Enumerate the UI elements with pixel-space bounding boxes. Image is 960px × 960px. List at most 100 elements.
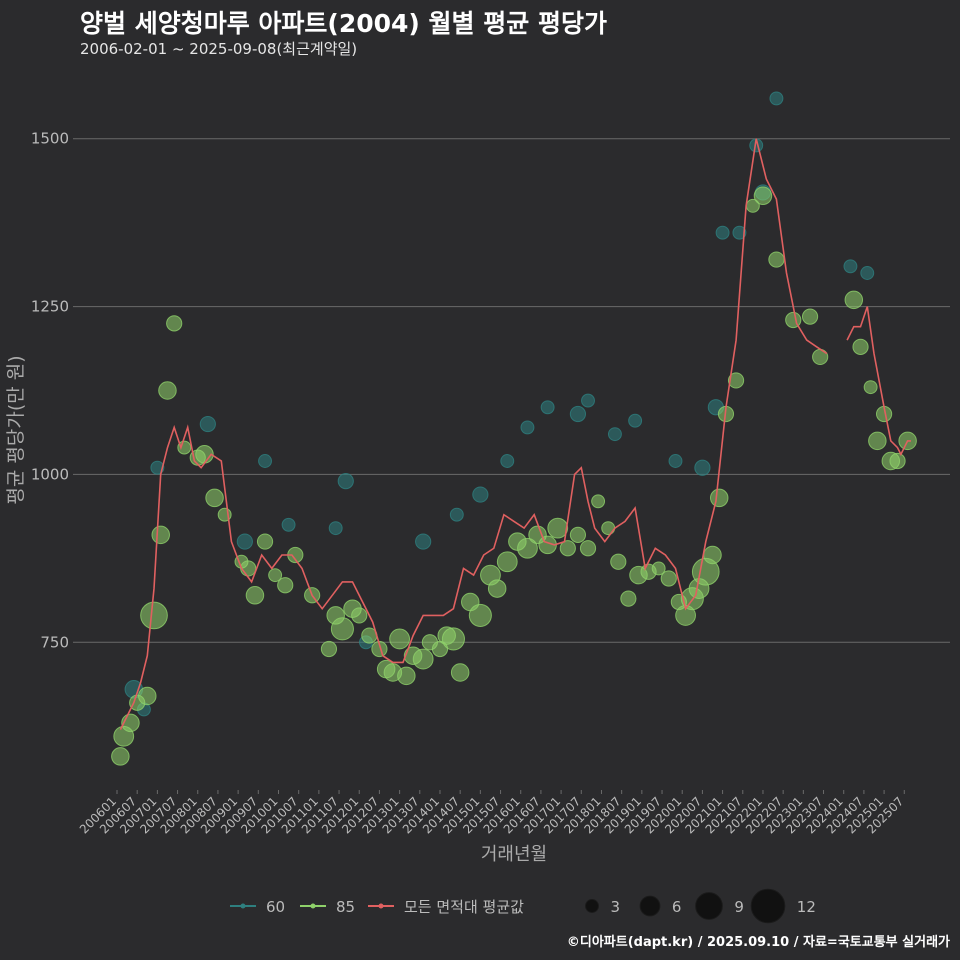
data-point-85 [205,488,224,508]
series-60-points [124,91,875,717]
data-point-85 [240,560,257,577]
data-point-85 [610,553,627,570]
legend-swatch-dot [378,903,384,909]
legend: 60 85 모든 면적대 평균값 3 6 9 12 [230,888,816,924]
data-point-85 [768,251,785,268]
data-point-60 [236,533,253,550]
legend-label: 모든 면적대 평균값 [404,898,524,916]
data-point-85 [138,686,157,706]
average-line [119,138,911,730]
data-point-85 [709,488,729,508]
legend-size-label: 6 [672,898,682,916]
data-point-85 [468,603,492,627]
y-tick-labels: 750 1000 1250 1500 [31,130,69,652]
data-point-60 [581,393,595,408]
data-point-85 [158,381,177,400]
series-85-points [111,186,917,766]
data-point-85 [268,568,283,583]
data-point-85 [166,315,183,332]
data-point-85 [844,290,864,310]
data-point-60 [500,454,515,468]
data-point-60 [328,521,343,536]
data-point-85 [177,440,192,455]
data-point-85 [245,586,265,605]
data-point-85 [412,648,434,670]
legend-size-dot [639,895,661,917]
data-point-85 [868,431,887,451]
data-point-85 [601,521,616,536]
data-point-60 [449,507,464,522]
data-point-85 [351,607,368,624]
data-point-60 [150,460,165,475]
data-point-85 [569,526,587,543]
legend-size-dot [585,899,599,913]
y-tick-label: 1000 [31,465,69,483]
data-point-85 [863,380,878,395]
data-point-85 [753,186,773,206]
data-point-85 [651,561,666,576]
data-point-85 [111,747,130,766]
data-point-60 [607,427,622,442]
data-point-85 [397,666,416,686]
legend-size-dot [695,892,723,920]
data-point-85 [852,338,869,355]
data-point-85 [450,663,470,682]
legend-size-dot [750,888,786,924]
data-point-60 [520,420,535,435]
data-point-60 [843,259,858,274]
data-point-85 [727,372,745,389]
data-point-85 [330,617,354,641]
data-point-85 [256,533,274,550]
y-axis-label: 평균 평당가(만 원) [5,355,27,504]
data-point-60 [715,225,730,240]
legend-label: 85 [336,898,355,916]
source-caption: ©디아파트(dapt.kr) / 2025.09.10 / 자료=국토교통부 실… [566,935,950,950]
data-point-60 [569,405,587,423]
legend-size-label: 3 [610,898,620,916]
data-point-85 [496,551,518,573]
data-point-85 [441,627,465,651]
data-point-85 [703,545,722,565]
data-point-85 [277,577,294,594]
data-point-85 [371,640,388,658]
data-point-85 [801,308,819,325]
data-point-85 [591,494,606,509]
data-point-85 [517,537,538,559]
data-point-60 [732,225,747,240]
legend-size-label: 9 [734,898,744,916]
grid-lines [73,138,950,643]
data-point-60 [769,91,784,106]
y-tick-label: 750 [40,633,69,651]
x-axis-label: 거래년월 [481,844,547,865]
data-point-60 [281,517,296,532]
data-point-60 [540,400,555,415]
legend-label: 60 [266,898,285,916]
data-point-85 [812,348,829,366]
x-tick-labels: 2006012006072007012007072008012008072009… [77,790,906,837]
data-point-85 [140,601,168,630]
data-point-60 [694,459,711,476]
data-point-85 [579,540,597,557]
data-point-85 [559,540,576,557]
data-point-85 [389,628,411,650]
legend-size-label: 12 [797,898,816,916]
average-line-path [119,138,911,730]
data-point-60 [337,473,354,490]
data-point-60 [472,486,489,503]
data-point-60 [860,266,875,280]
data-point-60 [415,533,432,550]
data-point-60 [258,454,272,468]
data-point-85 [151,525,170,545]
data-point-85 [320,640,338,658]
data-point-85 [547,517,569,539]
legend-swatch-dot [310,903,316,909]
chart-subtitle: 2006-02-01 ~ 2025-09-08(최근계약일) [80,40,358,58]
data-point-60 [199,415,216,433]
data-point-60 [668,454,683,468]
y-tick-label: 1500 [31,130,69,148]
data-point-85 [620,590,637,607]
data-point-85 [660,570,677,587]
legend-swatch-dot [240,903,246,909]
y-tick-label: 1250 [31,298,69,316]
